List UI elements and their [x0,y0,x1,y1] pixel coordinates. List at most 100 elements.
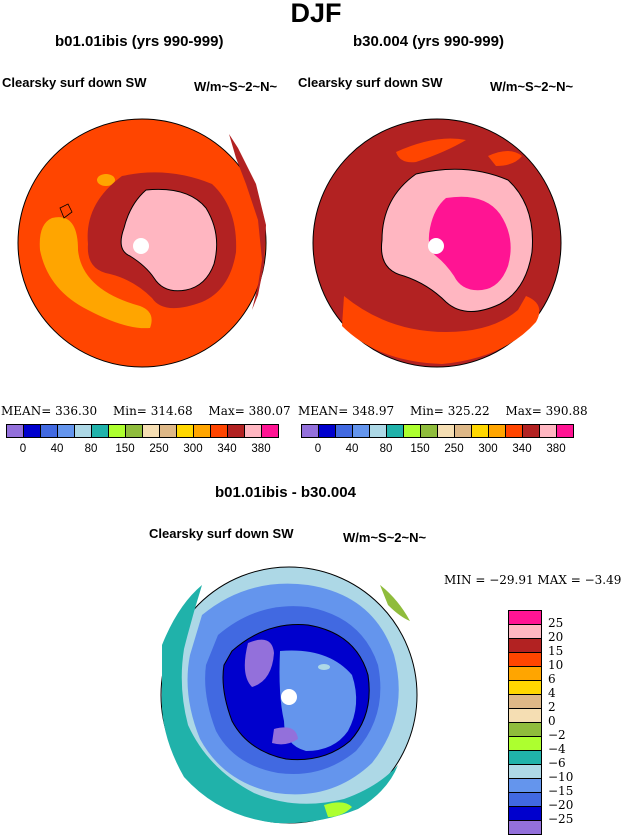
panel1-min-value: 314.68 [150,404,193,418]
colorbar-panel1 [6,424,279,438]
map2-pole-marker [428,238,444,254]
colorbar-panel2-label: 300 [478,443,498,455]
colorbar-panel2-label: 380 [546,443,566,455]
colorbar-panel2-swatch [352,424,370,438]
map2-north-patch [396,138,466,163]
colorbar-diff-swatch [508,708,542,723]
panel1-min-label: Min= [112,404,147,418]
panel2-mean-value: 348.97 [352,404,395,418]
colorbar-panel2-labels: 0 40 80 150 250 300 340 380 [0,443,632,459]
map-panel2 [312,118,562,368]
colorbar-diff-swatch [508,806,542,821]
diff-map-small-green-s [324,802,352,817]
colorbar-panel2-label: 150 [410,443,430,455]
colorbar-panel2-label: 0 [314,443,322,455]
colorbar-panel2-swatch [335,424,353,438]
page-title: DJF [290,0,342,28]
colorbar-panel1-label: 80 [84,443,98,455]
panel1-mean-label: MEAN= [1,404,52,418]
diff-variable: Clearsky surf down SW [149,526,294,541]
colorbar-panel2-label: 40 [345,443,359,455]
panel2-title: b30.004 (yrs 990-999) [353,33,504,50]
colorbar-panel1-swatch [176,424,194,438]
panel1-title: b01.01ibis (yrs 990-999) [55,33,224,50]
colorbar-panel2-swatch [403,424,421,438]
colorbar-panel2-label: 340 [512,443,532,455]
map1-low-patch [39,217,152,329]
colorbar-diff-swatch [508,778,542,793]
colorbar-diff-label: 15 [548,644,564,658]
colorbar-panel1-swatch [261,424,279,438]
colorbar-panel2-swatch [454,424,472,438]
diff-minmax: MIN = −29.91 MAX = −3.49 [444,573,622,587]
map-diff [160,566,418,824]
colorbar-panel1-swatch [142,424,160,438]
panel1-stats: MEAN= 336.30 Min= 314.68 Max= 380.07 [1,404,291,418]
colorbar-diff-swatch [508,652,542,667]
diff-map-outer-band [161,585,398,824]
colorbar-panel1-swatch [244,424,262,438]
panel1-max-value: 380.07 [248,404,291,418]
diff-title: b01.01ibis - b30.004 [215,484,356,501]
colorbar-panel2-swatch [301,424,319,438]
diff-map-pole-marker [281,689,297,705]
colorbar-panel2-swatch [420,424,438,438]
colorbar-panel1-swatch [74,424,92,438]
colorbar-diff-label: 10 [548,658,564,672]
colorbar-panel1-swatch [6,424,24,438]
diff-map-min-patch-b [272,727,298,745]
colorbar-diff-label: 2 [548,700,556,714]
colorbar-diff-label: −25 [548,812,574,826]
colorbar-diff-swatch [508,792,542,807]
panel2-stats: MEAN= 348.97 Min= 325.22 Max= 390.88 [298,404,588,418]
colorbar-panel1-label: 340 [217,443,237,455]
colorbar-panel2-swatch [471,424,489,438]
map2-northeast-patch [488,151,522,166]
colorbar-panel1-swatch [57,424,75,438]
colorbar-panel2-label: 80 [379,443,393,455]
colorbar-diff-swatch [508,736,542,751]
diff-map-small-light-patch [318,664,330,670]
colorbar-diff-swatch [508,666,542,681]
colorbar-panel2-swatch [437,424,455,438]
colorbar-diff-label: 20 [548,630,564,644]
panel2-min-value: 325.22 [447,404,490,418]
colorbar-panel2-swatch [386,424,404,438]
colorbar-panel2 [301,424,574,438]
panel1-mean-value: 336.30 [55,404,98,418]
colorbar-panel1-swatch [210,424,228,438]
map2-southern-band [342,296,540,364]
map1-small-patch [97,174,115,186]
colorbar-diff-swatch [508,764,542,779]
diff-map-min-patch-a [244,639,274,687]
colorbar-panel2-swatch [505,424,523,438]
colorbar-panel1-swatch [91,424,109,438]
panel2-variable: Clearsky surf down SW [298,75,443,90]
panel2-mean-label: MEAN= [298,404,349,418]
colorbar-diff-swatch [508,624,542,639]
diff-map-inner-minus10 [279,650,357,751]
panel2-units: W/m~S~2~N~ [490,79,574,94]
diff-map-small-green-ne [380,585,410,621]
map1-continent-core [120,188,218,292]
panel1-variable: Clearsky surf down SW [2,75,147,90]
map1-pole-marker [133,238,149,254]
colorbar-diff-swatch [508,820,542,835]
colorbar-diff-swatch [508,694,542,709]
panel1-max-label: Max= [208,404,245,418]
map-panel1 [17,118,267,368]
colorbar-panel1-swatch [227,424,245,438]
colorbar-panel1-swatch [40,424,58,438]
map2-high-center [428,196,511,291]
colorbar-panel2-swatch [488,424,506,438]
colorbar-diff-label: 0 [548,714,556,728]
colorbar-diff-label: 4 [548,686,556,700]
colorbar-panel1-labels: 0 40 80 150 250 300 340 380 [0,443,290,459]
colorbar-panel1-label: 250 [149,443,169,455]
colorbar-diff [508,610,542,835]
colorbar-panel1-swatch [125,424,143,438]
colorbar-diff-swatch [508,610,542,625]
colorbar-panel1-swatch [193,424,211,438]
diff-units: W/m~S~2~N~ [343,530,427,545]
colorbar-panel1-label: 40 [50,443,64,455]
